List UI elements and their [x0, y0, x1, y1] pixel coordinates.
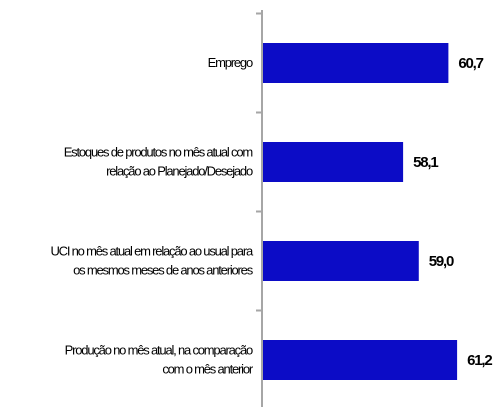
data-label: 58,1 [413, 154, 438, 171]
category-label: com o mês anterior [162, 362, 254, 377]
category-label: relação ao Planejado/Desejado [106, 164, 253, 179]
category-label: Produção no mês atual, na comparação [65, 343, 253, 358]
bar [263, 340, 458, 380]
category-label: UCI no mês atual em relação ao usual par… [50, 244, 254, 259]
data-label: 59,0 [429, 253, 454, 270]
bar [263, 142, 404, 182]
data-label: 61,2 [467, 352, 492, 369]
category-label: os mesmos meses de anos anteriores [73, 263, 254, 278]
bar [263, 43, 449, 83]
data-label: 60,7 [458, 55, 483, 72]
chart-marks: 60,7 Emprego 58,1 Estoques de produtos no m… [50, 10, 494, 407]
category-label: Estoques de produtos no mês atual com [64, 145, 253, 160]
category-label: Emprego [208, 55, 253, 70]
bar [263, 241, 419, 281]
